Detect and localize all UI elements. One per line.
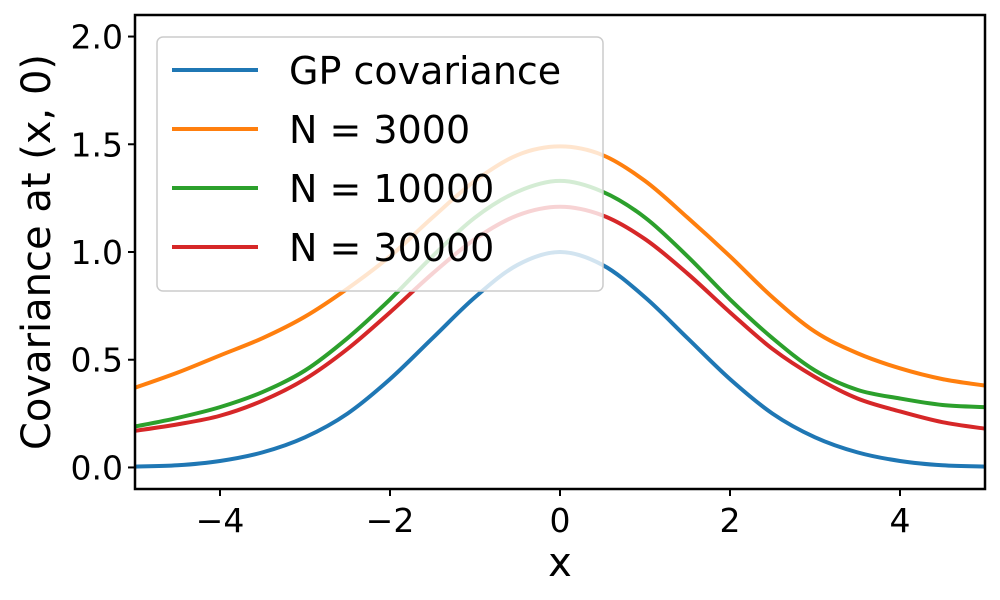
- ticks-group: −4 −2 0 2 4 0.0 0.5 1.0 1.5 2.0: [71, 18, 911, 540]
- legend-label-3: N = 30000: [289, 226, 494, 270]
- legend-label-2: N = 10000: [289, 167, 494, 211]
- legend-label-0: GP covariance: [289, 49, 561, 93]
- y-tick-label: 0.0: [71, 448, 123, 487]
- legend-box: [156, 36, 604, 292]
- x-tick-label: 2: [720, 501, 741, 540]
- x-axis-label: x: [548, 540, 572, 586]
- y-tick-label: 0.5: [71, 341, 123, 380]
- y-axis-label: Covariance at (x, 0): [14, 54, 60, 450]
- x-tick-label: −4: [196, 501, 245, 540]
- legend-label-1: N = 3000: [289, 108, 470, 152]
- x-tick-label: 0: [550, 501, 571, 540]
- legend: GP covariance N = 3000 N = 10000 N = 30000: [156, 36, 604, 292]
- x-tick-label: 4: [890, 501, 911, 540]
- y-tick-label: 2.0: [71, 18, 123, 57]
- y-tick-label: 1.0: [71, 233, 123, 272]
- x-tick-label: −2: [366, 501, 415, 540]
- plot-frame: [133, 13, 987, 491]
- y-tick-label: 1.5: [71, 125, 123, 164]
